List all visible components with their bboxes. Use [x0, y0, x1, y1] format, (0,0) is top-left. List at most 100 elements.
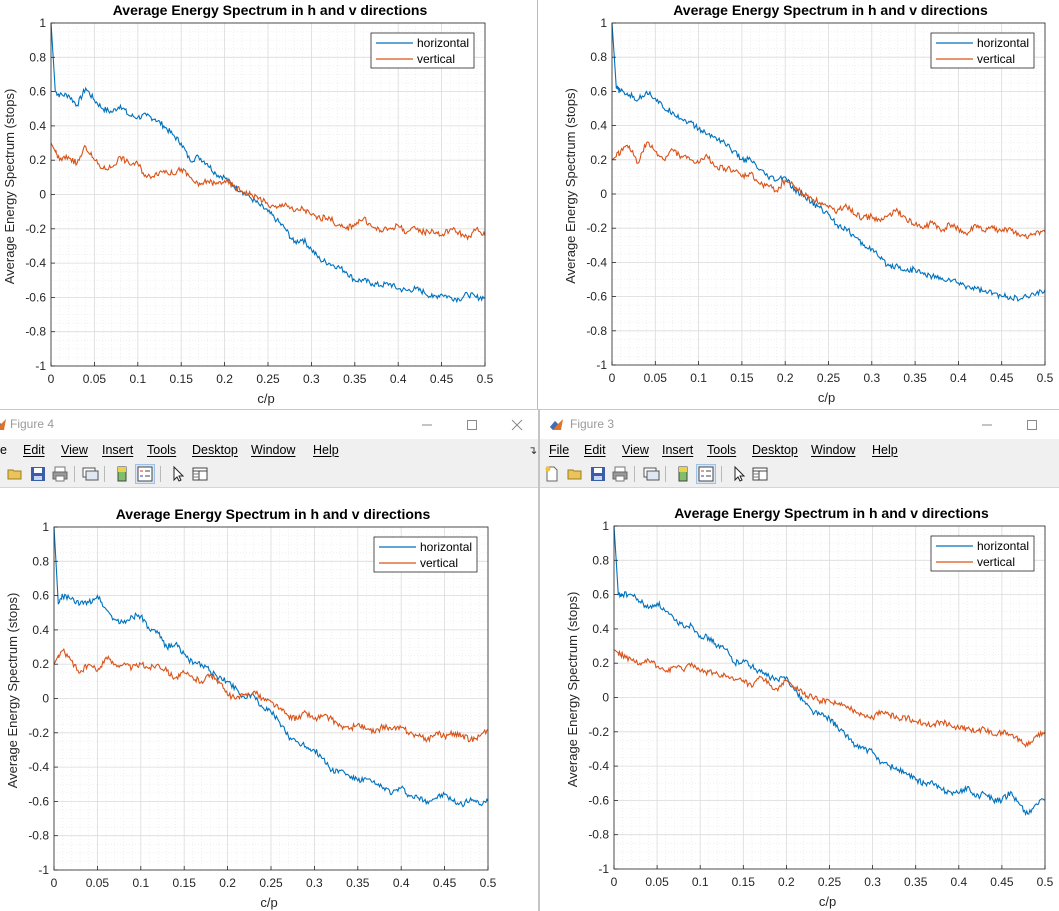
y-tick-label: 0.6	[32, 589, 49, 603]
legend-icon[interactable]	[135, 464, 155, 484]
chart-title: Average Energy Spectrum in h and v direc…	[673, 2, 988, 18]
x-tick-label: 0.15	[732, 875, 756, 889]
x-axis-label: c/p	[818, 390, 835, 405]
y-tick-label: -0.2	[25, 222, 46, 236]
colorbar-icon[interactable]	[674, 465, 692, 483]
y-tick-label: -0.6	[28, 794, 49, 808]
colorbar-icon[interactable]	[113, 465, 131, 483]
y-tick-label: -0.2	[588, 725, 609, 739]
x-tick-label: 0.4	[393, 876, 410, 890]
x-tick-label: 0.15	[730, 371, 754, 385]
property-inspector-icon[interactable]	[191, 465, 209, 483]
link-plot-icon[interactable]	[642, 465, 660, 483]
y-tick-label: 0.4	[592, 622, 609, 636]
x-tick-label: 0.25	[256, 372, 280, 386]
y-tick-label: 0.4	[32, 623, 49, 637]
y-tick-label: -1	[598, 862, 609, 876]
link-plot-icon[interactable]	[81, 465, 99, 483]
save-icon[interactable]	[589, 465, 607, 483]
menu-edit[interactable]: Edit	[584, 443, 606, 457]
print-icon[interactable]	[51, 465, 69, 483]
y-tick-label: -0.8	[588, 828, 609, 842]
plot-area-figure-3[interactable]: 0 0.05 0.1 0.15 0.2 0.25 0.3 0.35 0.4 0.45 0.5 1 0.8…	[540, 488, 1059, 911]
chart-title: Average Energy Spectrum in h and v direc…	[674, 505, 989, 521]
figure-window-top-left: 0 0.05 0.1 0.15 0.2 0.25 0.3 0.35 0.4 0.45 0.5 1 0.8…	[0, 0, 537, 409]
x-tick-label: 0.25	[818, 875, 842, 889]
x-tick-label: 0.3	[863, 371, 880, 385]
menu-help[interactable]: Help	[313, 443, 339, 457]
x-axis-label: c/p	[257, 391, 274, 406]
chart-svg: 0 0.05 0.1 0.15 0.2 0.25 0.3 0.35 0.4 0.45 0.5 1 0.8…	[563, 2, 1054, 405]
x-tick-label: 0.4	[390, 372, 407, 386]
menu-tools[interactable]: Tools	[707, 443, 737, 457]
maximize-button[interactable]	[450, 410, 494, 440]
title-bar[interactable]: Figure 3	[540, 409, 1059, 440]
y-tick-label: -0.6	[25, 290, 46, 304]
menu-insert[interactable]: Insert	[102, 443, 134, 457]
series-line-vertical	[613, 649, 1046, 748]
new-figure-icon[interactable]	[543, 465, 561, 483]
pointer-icon[interactable]	[169, 465, 187, 483]
close-button[interactable]	[495, 410, 538, 440]
x-tick-label: 0.05	[645, 875, 669, 889]
x-tick-label: 0.2	[216, 372, 233, 386]
y-tick-label: 0	[39, 188, 46, 202]
legend-label-horizontal: horizontal	[417, 36, 469, 50]
pointer-icon[interactable]	[730, 465, 748, 483]
close-icon	[511, 419, 523, 431]
menu-view[interactable]: View	[61, 443, 88, 457]
menu-desktop[interactable]: Desktop	[192, 443, 238, 457]
legend-icon[interactable]	[696, 464, 716, 484]
legend: horizontal vertical	[930, 535, 1035, 572]
toolbar-separator	[104, 466, 105, 482]
menu-tools[interactable]: Tools	[147, 443, 177, 457]
print-icon[interactable]	[611, 465, 629, 483]
minimize-button[interactable]	[405, 410, 449, 440]
menu-desktop[interactable]: Desktop	[752, 443, 798, 457]
plot-area-top-left[interactable]: 0 0.05 0.1 0.15 0.2 0.25 0.3 0.35 0.4 0.45 0.5 1 0.8…	[0, 0, 537, 409]
x-tick-label: 0.35	[343, 372, 367, 386]
menu-edit[interactable]: Edit	[23, 443, 45, 457]
save-icon[interactable]	[29, 465, 47, 483]
matlab-icon	[0, 417, 7, 432]
x-tick-label: 0.1	[692, 875, 709, 889]
series-line-horizontal	[50, 22, 486, 304]
x-tick-label: 0.1	[129, 372, 146, 386]
series-line-horizontal	[613, 525, 1046, 817]
menu-window[interactable]: Window	[811, 443, 856, 457]
legend-box	[930, 535, 1035, 572]
y-tick-label: 0.2	[590, 153, 607, 167]
y-tick-label: 1	[600, 16, 607, 30]
title-bar[interactable]: Figure 4	[0, 409, 538, 440]
maximize-button[interactable]	[1010, 410, 1054, 440]
maximize-icon	[467, 420, 477, 430]
plot-area-top-right[interactable]: 0 0.05 0.1 0.15 0.2 0.25 0.3 0.35 0.4 0.45 0.5 1 0.8…	[538, 0, 1059, 409]
x-tick-label: 0.25	[817, 371, 841, 385]
x-tick-label: 0.2	[778, 875, 795, 889]
menu-window[interactable]: Window	[251, 443, 296, 457]
legend-label-horizontal: horizontal	[977, 36, 1029, 50]
menu-file-truncated[interactable]: e	[0, 443, 7, 457]
open-icon[interactable]	[566, 465, 584, 483]
menu-file[interactable]: File	[549, 443, 570, 457]
plot-area-figure-4[interactable]: 0 0.05 0.1 0.15 0.2 0.25 0.3 0.35 0.4 0.45 0.5 1 0.8…	[0, 488, 538, 911]
property-inspector-icon[interactable]	[751, 465, 769, 483]
toolbar-separator	[160, 466, 161, 482]
open-icon[interactable]	[6, 465, 24, 483]
chart-title: Average Energy Spectrum in h and v direc…	[113, 2, 428, 18]
y-tick-label: -1	[35, 359, 46, 373]
menu-insert[interactable]: Insert	[662, 443, 694, 457]
x-tick-label: 0.15	[173, 876, 197, 890]
legend: horizontal vertical	[373, 536, 478, 573]
x-tick-label: 0.35	[346, 876, 370, 890]
toolbar-dock-arrow-icon[interactable]: ↴	[528, 445, 538, 457]
x-tick-label: 0.3	[864, 875, 881, 889]
chart-svg: 0 0.05 0.1 0.15 0.2 0.25 0.3 0.35 0.4 0.45 0.5 1 0.8…	[565, 505, 1054, 909]
legend: horizontal vertical	[930, 32, 1035, 69]
menu-view[interactable]: View	[622, 443, 649, 457]
series-line-horizontal	[53, 526, 489, 808]
figure-window-figure-4: Figure 4 e Edit View Insert Tools Deskto…	[0, 409, 538, 911]
minimize-button[interactable]	[965, 410, 1009, 440]
figure-toolbar	[0, 461, 538, 488]
menu-help[interactable]: Help	[872, 443, 898, 457]
